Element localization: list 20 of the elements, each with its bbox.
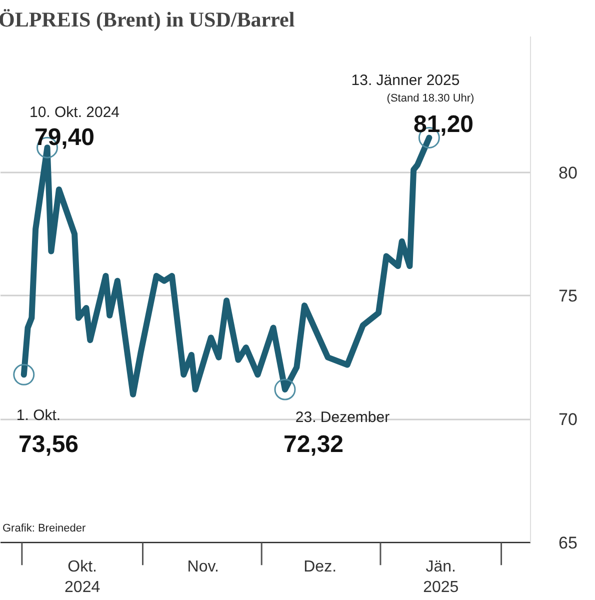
- y-tick-label: 70: [558, 410, 578, 430]
- x-tick-label: Jän. 2025: [423, 558, 459, 596]
- y-tick-label: 65: [558, 534, 578, 552]
- annotation: 79,40: [34, 124, 95, 151]
- y-tick-label: 75: [558, 286, 578, 306]
- annotation: Grafik: Breineder: [2, 522, 86, 534]
- annotation: 73,56: [18, 431, 79, 458]
- point: [13, 364, 35, 386]
- annotation: 72,32: [283, 431, 344, 458]
- x-tick-label: Nov.: [187, 558, 220, 576]
- y-tick-label: 80: [558, 163, 578, 182]
- annotation: 81,20: [413, 111, 474, 138]
- annotation: (Stand 18.30 Uhr): [386, 92, 474, 104]
- x-tick-label: Dez.: [304, 558, 337, 576]
- x-tick-label: Okt. 2024: [64, 558, 100, 596]
- annotation: 23. Dezember: [295, 409, 390, 426]
- annotation: 10. Okt. 2024: [29, 104, 120, 121]
- annotation: 13. Jänner 2025: [351, 72, 460, 89]
- annotation: 1. Okt.: [16, 407, 61, 424]
- point: [274, 378, 296, 400]
